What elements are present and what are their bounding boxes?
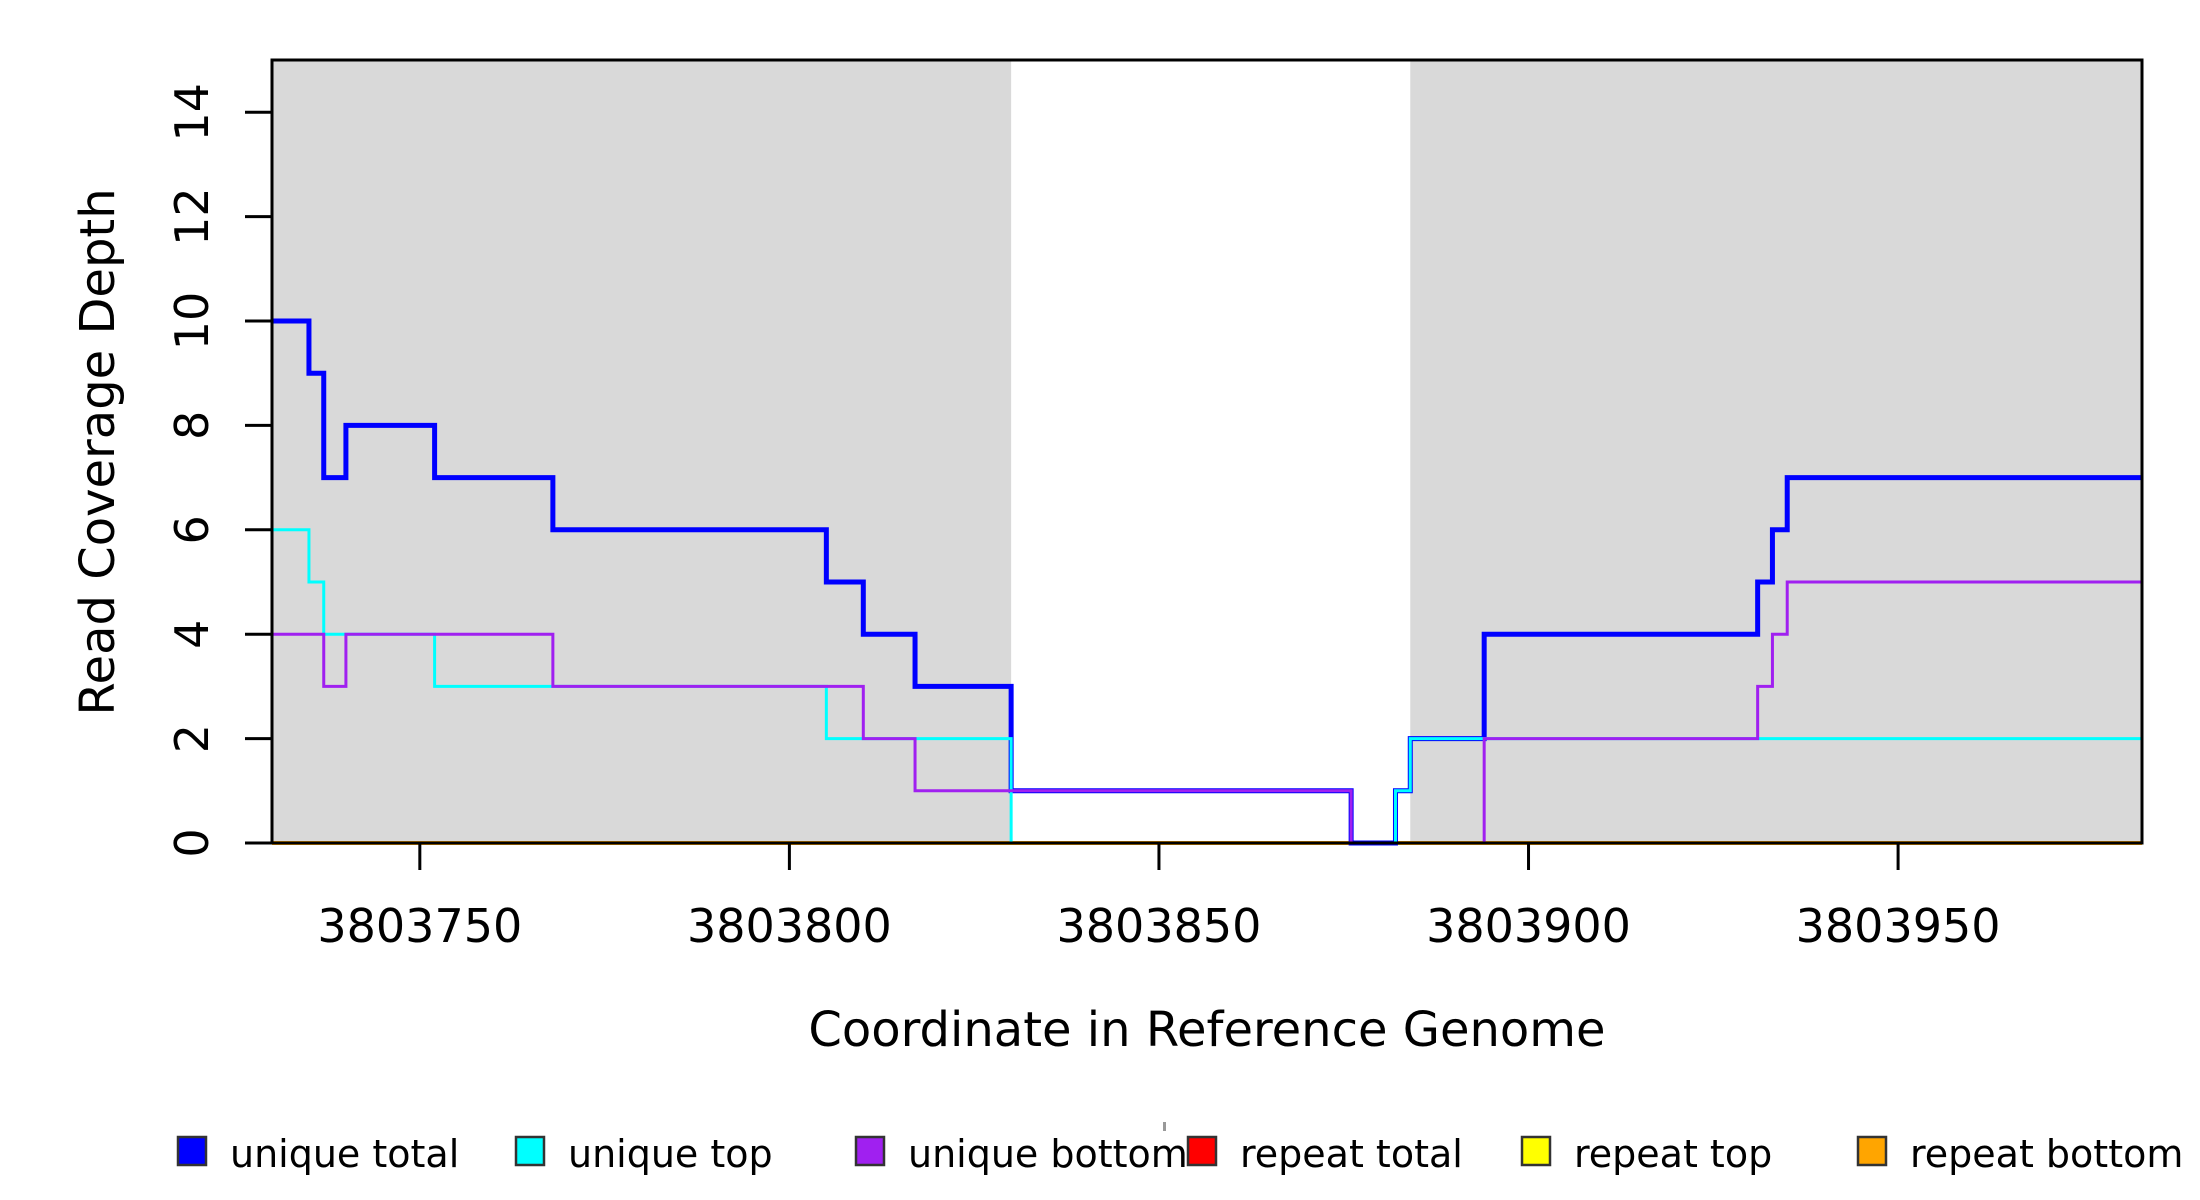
legend-swatch-repeat-bottom — [1856, 1135, 1888, 1167]
legend-swatch-unique-total — [176, 1135, 208, 1167]
legend-label-repeat-total: repeat total — [1240, 1132, 1463, 1176]
legend-label-unique-bottom: unique bottom — [908, 1132, 1188, 1176]
x-axis-title: Coordinate in Reference Genome — [808, 1002, 1605, 1058]
x-tick-label: 3803850 — [1057, 899, 1262, 953]
series-line-unique-top — [272, 528, 2142, 845]
y-tick-label: 0 — [165, 828, 219, 857]
x-tick-label: 3803950 — [1796, 899, 2001, 953]
x-tick-label: 3803750 — [317, 899, 522, 953]
legend-swatch-repeat-total — [1186, 1135, 1218, 1167]
x-tick-label: 3803800 — [687, 899, 892, 953]
y-tick-label: 4 — [165, 620, 219, 649]
shaded-region — [1410, 60, 2142, 843]
y-axis-title: Read Coverage Depth — [70, 188, 126, 715]
x-tick-label: 3803900 — [1426, 899, 1631, 953]
plot-border — [270, 58, 2144, 845]
legend-label-unique-total: unique total — [230, 1132, 459, 1176]
legend-label-repeat-top: repeat top — [1574, 1132, 1772, 1176]
legend-swatch-unique-top — [514, 1135, 546, 1167]
stray-mark — [1163, 1122, 1166, 1131]
y-tick-label: 14 — [165, 83, 219, 142]
y-tick-label: 12 — [165, 187, 219, 246]
series-line-unique-bottom — [272, 580, 2142, 845]
y-tick-label: 6 — [165, 515, 219, 544]
series-line-unique-total — [272, 318, 2142, 846]
legend-swatch-unique-bottom — [854, 1135, 886, 1167]
shaded-region — [272, 60, 1012, 843]
legend-label-unique-top: unique top — [568, 1132, 773, 1176]
legend-swatch-repeat-top — [1520, 1135, 1552, 1167]
legend-label-repeat-bottom: repeat bottom — [1910, 1132, 2183, 1176]
y-tick-label: 10 — [165, 292, 219, 351]
y-tick-label: 2 — [165, 724, 219, 753]
y-tick-label: 8 — [165, 411, 219, 440]
